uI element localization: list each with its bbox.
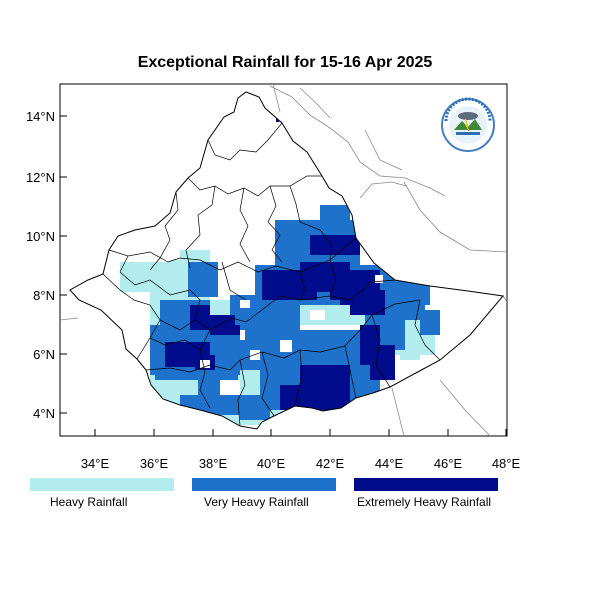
x-tick-label: 46°E: [434, 456, 463, 471]
legend-swatch-very-heavy: [192, 478, 336, 491]
neighbor-borders: [60, 84, 507, 436]
rain-cell-extremely-heavy: [370, 345, 395, 380]
x-tick-label: 42°E: [316, 456, 345, 471]
rain-cell-extremely-heavy: [190, 305, 210, 330]
legend-label-extremely-heavy: Extremely Heavy Rainfall: [357, 495, 492, 509]
rain-gap: [220, 380, 240, 395]
rain-gap: [375, 275, 383, 283]
y-tick-label: 10°N: [26, 229, 55, 244]
legend-label-very-heavy: Very Heavy Rainfall: [204, 495, 309, 509]
rain-cell-very-heavy: [188, 262, 218, 297]
tick-marks: [60, 115, 507, 436]
rain-gap: [250, 350, 260, 360]
x-tick-label: 38°E: [199, 456, 228, 471]
x-tick-label: 48°E: [492, 456, 521, 471]
rain-gap: [310, 310, 325, 320]
rain-cell-heavy: [128, 276, 146, 288]
map-title: Exceptional Rainfall for 15-16 Apr 2025: [137, 54, 433, 71]
rain-gap: [230, 270, 238, 280]
x-tick-label: 36°E: [140, 456, 169, 471]
x-tick-label: 34°E: [81, 456, 110, 471]
zone-boundaries: [102, 122, 441, 427]
rainfall-layer: [120, 114, 440, 425]
legend-label-heavy: Heavy Rainfall: [50, 495, 128, 509]
rain-cell-very-heavy: [320, 205, 350, 230]
legend-swatch-heavy: [30, 478, 174, 491]
legend-swatch-extremely-heavy: [354, 478, 498, 491]
rain-cell-very-heavy: [420, 310, 440, 335]
rain-cell-extremely-heavy: [280, 385, 320, 410]
y-tick-label: 8°N: [33, 288, 55, 303]
y-tick-label: 12°N: [26, 170, 55, 185]
rain-cell-extremely-heavy: [225, 325, 240, 335]
institute-logo: [441, 97, 495, 152]
rain-gap: [280, 340, 292, 352]
rain-cell-extremely-heavy: [310, 235, 360, 255]
rain-gap: [240, 300, 250, 308]
y-tick-label: 6°N: [33, 347, 55, 362]
x-tick-label: 40°E: [257, 456, 286, 471]
axis-tick-labels: 34°E 36°E 38°E 40°E 42°E 44°E 46°E 48°E 14°N 12°N…: [26, 109, 521, 471]
y-tick-label: 14°N: [26, 109, 55, 124]
rain-gap: [200, 360, 210, 368]
y-tick-label: 4°N: [33, 406, 55, 421]
x-tick-label: 44°E: [375, 456, 404, 471]
rain-cell-very-heavy: [240, 395, 270, 420]
rain-cell-extremely-heavy: [330, 280, 370, 300]
